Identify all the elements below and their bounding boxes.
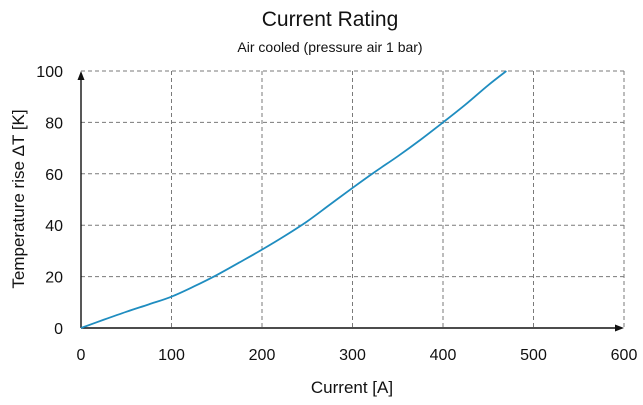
x-tick-label: 200 [249,347,276,364]
x-axis-label: Current [A] [311,378,393,397]
y-tick-label: 80 [45,115,63,132]
x-tick-label: 500 [520,347,547,364]
y-tick-label: 60 [45,167,63,184]
x-tick-label: 400 [430,347,457,364]
chart-title: Current Rating [262,8,399,31]
y-tick-label: 0 [54,321,63,338]
axes [77,71,624,332]
tick-labels: 0 100 200 300 400 500 600 0 20 40 60 80 100 [36,64,637,364]
y-tick-label: 100 [36,64,63,81]
series-lines [80,70,507,329]
x-tick-label: 300 [339,347,366,364]
x-tick-label: 0 [77,347,86,364]
x-tick-label: 600 [611,347,638,364]
y-tick-label: 20 [45,270,63,287]
grid-lines [81,70,625,328]
chart-subtitle: Air cooled (pressure air 1 bar) [237,39,422,55]
y-tick-label: 40 [45,218,63,235]
x-axis-arrow [615,324,624,332]
x-tick-label: 100 [158,347,185,364]
y-axis-arrow [77,71,85,80]
series-line-0 [80,70,507,329]
y-axis-label: Temperature rise ΔT [K] [9,109,28,288]
